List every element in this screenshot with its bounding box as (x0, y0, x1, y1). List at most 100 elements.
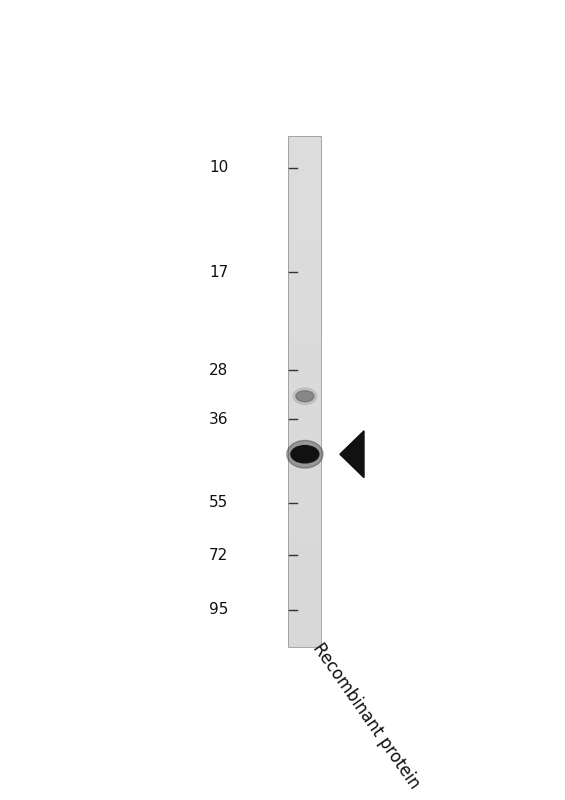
Bar (289, 494, 321, 498)
Bar (289, 468, 321, 473)
Bar (289, 238, 321, 242)
Bar (289, 601, 321, 605)
Bar (289, 323, 321, 328)
Bar (289, 519, 321, 524)
Bar (289, 358, 321, 362)
Bar (289, 490, 321, 494)
Bar (289, 349, 321, 354)
Bar (289, 392, 321, 396)
Bar (289, 290, 321, 294)
Bar (289, 583, 321, 588)
Bar (289, 370, 321, 374)
Bar (289, 328, 321, 332)
Ellipse shape (293, 388, 316, 405)
Bar (289, 588, 321, 592)
Bar (289, 541, 321, 545)
Bar (289, 187, 321, 191)
Bar (289, 217, 321, 222)
Bar (289, 550, 321, 554)
Bar (289, 302, 321, 306)
Bar (289, 502, 321, 506)
Bar (289, 545, 321, 550)
Bar (289, 242, 321, 247)
Bar (289, 268, 321, 272)
Ellipse shape (291, 446, 319, 463)
Bar (289, 562, 321, 566)
Bar (289, 162, 321, 166)
Bar (289, 570, 321, 575)
Bar (289, 477, 321, 481)
Bar (289, 630, 321, 634)
Ellipse shape (296, 390, 314, 402)
Bar (289, 626, 321, 630)
Bar (289, 341, 321, 345)
Bar (289, 438, 321, 443)
Bar (289, 153, 321, 158)
Bar (289, 319, 321, 323)
Polygon shape (340, 431, 364, 478)
Bar (289, 277, 321, 281)
Bar (289, 294, 321, 298)
Bar (289, 315, 321, 319)
Bar (289, 455, 321, 460)
Text: 55: 55 (209, 495, 228, 510)
Bar (289, 336, 321, 341)
Bar (289, 136, 321, 647)
Bar (289, 426, 321, 430)
Text: 10: 10 (209, 161, 228, 175)
Bar (289, 409, 321, 413)
Bar (289, 481, 321, 486)
Bar (289, 486, 321, 490)
Bar (289, 498, 321, 502)
Bar (289, 566, 321, 570)
Bar (289, 230, 321, 234)
Bar (289, 605, 321, 609)
Bar (289, 379, 321, 383)
Bar (289, 434, 321, 438)
Bar (289, 579, 321, 583)
Bar (289, 170, 321, 174)
Bar (289, 524, 321, 528)
Bar (289, 609, 321, 614)
Bar (289, 618, 321, 622)
Bar (289, 537, 321, 541)
Text: 28: 28 (209, 362, 228, 378)
Bar (289, 592, 321, 596)
Bar (289, 213, 321, 217)
Bar (289, 222, 321, 226)
Bar (289, 200, 321, 204)
Bar (289, 332, 321, 336)
Bar (289, 345, 321, 349)
Bar (289, 354, 321, 358)
Ellipse shape (287, 441, 323, 468)
Bar (289, 298, 321, 302)
Bar (289, 174, 321, 178)
Bar (289, 281, 321, 285)
Bar (289, 204, 321, 209)
Bar (289, 145, 321, 149)
Bar (289, 158, 321, 162)
Bar (289, 396, 321, 400)
Bar (289, 596, 321, 601)
Bar (289, 310, 321, 315)
Bar (289, 511, 321, 515)
Bar (289, 183, 321, 187)
Bar (289, 149, 321, 153)
Bar (289, 251, 321, 255)
Bar (289, 374, 321, 379)
Bar (289, 515, 321, 519)
Text: 72: 72 (209, 548, 228, 563)
Bar (289, 506, 321, 511)
Bar (289, 166, 321, 170)
Bar (289, 387, 321, 392)
Bar (289, 362, 321, 366)
Bar (289, 196, 321, 200)
Bar (289, 264, 321, 268)
Bar (289, 460, 321, 464)
Bar (289, 558, 321, 562)
Bar (289, 443, 321, 447)
Bar (289, 447, 321, 451)
Text: Recombinant protein: Recombinant protein (309, 640, 424, 793)
Bar (289, 430, 321, 434)
Bar (289, 528, 321, 532)
